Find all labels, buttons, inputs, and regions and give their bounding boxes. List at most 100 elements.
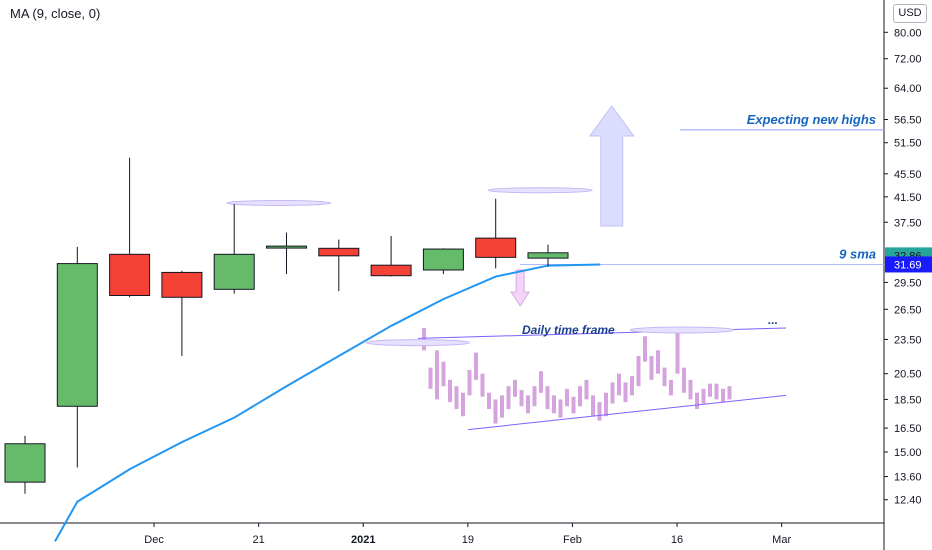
inset-bar <box>630 376 634 396</box>
candle-down <box>161 271 203 298</box>
x-tick-label: Feb <box>563 534 582 546</box>
inset-bar <box>597 402 602 421</box>
currency-badge[interactable]: USD <box>893 4 927 23</box>
inset-bar <box>467 370 472 396</box>
inset-bar <box>558 399 563 418</box>
x-tick-label: Mar <box>772 534 791 546</box>
daily-time-frame-label: Daily time frame <box>522 323 615 337</box>
inset-bar <box>435 350 439 400</box>
inset-bar <box>441 361 446 387</box>
y-tick-label: 13.60 <box>894 472 922 484</box>
inset-bar <box>662 367 667 387</box>
inset-bar <box>500 395 504 418</box>
inset-bar <box>649 355 654 380</box>
inset-bar <box>591 395 595 417</box>
sma-annotation-text: 9 sma <box>839 246 876 261</box>
candle-up <box>422 248 464 271</box>
inset-bar <box>454 386 459 410</box>
x-tick-label: 16 <box>671 534 683 546</box>
y-tick-label: 29.50 <box>894 277 922 289</box>
candle-up <box>527 252 569 259</box>
y-tick-label: 64.00 <box>894 83 922 95</box>
inset-bar <box>448 379 452 403</box>
inset-bar <box>695 392 699 410</box>
inset-bar <box>623 382 628 403</box>
inset-bar <box>584 379 589 400</box>
y-tick-label: 16.50 <box>894 423 922 435</box>
y-tick-label: 23.50 <box>894 334 922 346</box>
x-tick-label: 19 <box>462 534 474 546</box>
expecting-new-highs-text: Expecting new highs <box>747 112 876 127</box>
up-arrow-annotation <box>588 105 635 227</box>
candle-up <box>266 245 307 249</box>
inset-bar <box>565 388 569 407</box>
y-tick-label: 45.50 <box>894 169 922 181</box>
inset-bar <box>526 395 530 414</box>
y-tick-label: 12.40 <box>894 495 922 507</box>
candle-down <box>318 247 360 257</box>
inset-bar <box>617 373 621 396</box>
inset-bar <box>532 386 537 407</box>
annotation-dots: ... <box>768 313 778 327</box>
inset-bar <box>656 350 660 374</box>
inset-bar <box>578 386 582 407</box>
y-tick-label: 80.00 <box>894 27 922 39</box>
y-tick-label: 56.50 <box>894 114 922 126</box>
candle-down <box>475 237 517 258</box>
inset-bar <box>571 396 576 414</box>
inset-highlight-ellipse <box>629 326 735 334</box>
inset-highlight-ellipse <box>365 339 471 347</box>
inset-bar <box>727 386 732 400</box>
candle-up <box>56 263 98 407</box>
inset-bar <box>480 373 485 397</box>
inset-bar <box>506 386 511 410</box>
x-tick-label: 21 <box>253 534 265 546</box>
inset-bar <box>714 383 719 400</box>
ma-price-tag <box>885 256 932 273</box>
y-tick-label: 15.00 <box>894 447 922 459</box>
inset-bar <box>487 392 491 410</box>
high-highlight-ellipse <box>487 187 593 194</box>
inset-bar <box>493 399 498 424</box>
inset-bar <box>636 355 641 387</box>
y-tick-label: 20.50 <box>894 369 922 381</box>
inset-bar <box>688 379 693 400</box>
candle-down <box>370 264 412 277</box>
inset-bar <box>461 392 465 417</box>
inset-bar <box>552 395 556 414</box>
y-tick-label: 37.50 <box>894 217 922 229</box>
inset-bar <box>545 386 550 410</box>
inset-bar <box>513 379 517 397</box>
inset-bar <box>708 383 712 397</box>
inset-bar <box>539 371 543 393</box>
inset-bar <box>422 327 426 351</box>
inset-bar <box>669 379 673 396</box>
y-tick-label: 41.50 <box>894 192 922 204</box>
inset-bar <box>610 382 615 404</box>
ma-line <box>54 263 601 542</box>
inset-bar <box>474 352 478 380</box>
inset-bar <box>428 367 433 389</box>
inset-bar <box>643 336 647 362</box>
inset-bar <box>604 392 608 417</box>
down-arrow-annotation <box>510 269 531 307</box>
inset-bar <box>721 388 725 403</box>
inset-bar <box>519 390 524 407</box>
candle-up <box>4 443 46 483</box>
inset-lower-trendline <box>467 394 787 431</box>
high-highlight-ellipse <box>226 199 332 206</box>
ma-price-tag-text: 31.69 <box>894 259 922 271</box>
indicator-label[interactable]: MA (9, close, 0) <box>10 6 101 21</box>
y-tick-label: 51.50 <box>894 138 922 150</box>
y-tick-label: 18.50 <box>894 394 922 406</box>
inset-bar <box>675 332 680 374</box>
candle-down <box>109 253 151 297</box>
x-tick-label: Dec <box>144 534 164 546</box>
y-tick-label: 72.00 <box>894 54 922 66</box>
inset-bar <box>701 388 706 404</box>
x-tick-label: 2021 <box>351 534 375 546</box>
inset-bar <box>682 367 686 393</box>
y-tick-label: 26.50 <box>894 304 922 316</box>
candle-up <box>213 253 255 290</box>
